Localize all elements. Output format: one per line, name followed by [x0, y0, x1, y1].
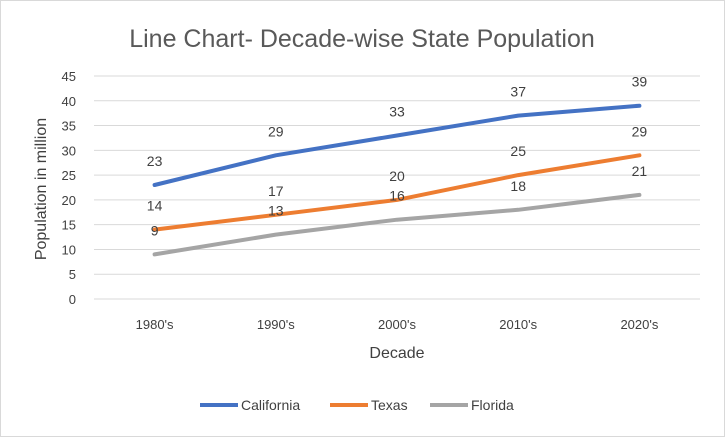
data-label-florida: 16 — [389, 188, 405, 204]
data-label-texas: 14 — [147, 198, 163, 214]
y-tick-label: 0 — [69, 292, 76, 307]
data-label-california: 29 — [268, 123, 284, 139]
y-tick-label: 20 — [62, 193, 76, 208]
y-tick-label: 40 — [62, 94, 76, 109]
x-tick-label: 2000's — [378, 317, 416, 332]
data-label-florida: 9 — [151, 222, 159, 238]
chart-title: Line Chart- Decade-wise State Population — [129, 25, 595, 53]
x-axis-ticks: 1980's 1990's 2000's 2010's 2020's — [136, 317, 659, 332]
data-label-texas: 29 — [632, 123, 648, 139]
data-labels: 23 29 33 37 39 14 17 20 25 29 9 13 16 18 21 — [147, 74, 648, 239]
x-tick-label: 2010's — [499, 317, 537, 332]
y-axis-ticks: 0 5 10 15 20 25 30 35 40 45 — [62, 69, 76, 307]
x-tick-label: 1990's — [257, 317, 295, 332]
y-tick-label: 45 — [62, 69, 76, 84]
series-line-florida — [152, 192, 642, 257]
legend-label-california: California — [241, 397, 300, 413]
data-label-california: 23 — [147, 153, 163, 169]
data-label-california: 33 — [389, 103, 405, 119]
y-tick-label: 30 — [62, 143, 76, 158]
gridlines — [94, 75, 700, 300]
x-tick-label: 1980's — [136, 317, 174, 332]
y-tick-label: 10 — [62, 242, 76, 257]
data-label-texas: 25 — [510, 143, 526, 159]
data-label-california: 39 — [632, 74, 648, 90]
data-label-california: 37 — [510, 84, 526, 100]
series-lines — [152, 103, 642, 257]
y-tick-label: 5 — [69, 267, 76, 282]
y-tick-label: 15 — [62, 218, 76, 233]
x-tick-label: 2020's — [620, 317, 658, 332]
data-label-texas: 17 — [268, 183, 284, 199]
series-line-texas — [152, 153, 642, 232]
legend-label-florida: Florida — [471, 397, 514, 413]
data-label-florida: 13 — [268, 203, 284, 219]
legend-label-texas: Texas — [371, 397, 408, 413]
series-line-california — [152, 103, 642, 187]
y-tick-label: 35 — [62, 119, 76, 134]
data-label-texas: 20 — [389, 168, 405, 184]
y-tick-label: 25 — [62, 168, 76, 183]
x-axis-title: Decade — [369, 345, 424, 362]
y-axis-title: Population in million — [33, 118, 50, 260]
data-label-florida: 18 — [510, 178, 526, 194]
data-label-florida: 21 — [632, 163, 648, 179]
legend: California Texas Florida — [200, 397, 514, 413]
